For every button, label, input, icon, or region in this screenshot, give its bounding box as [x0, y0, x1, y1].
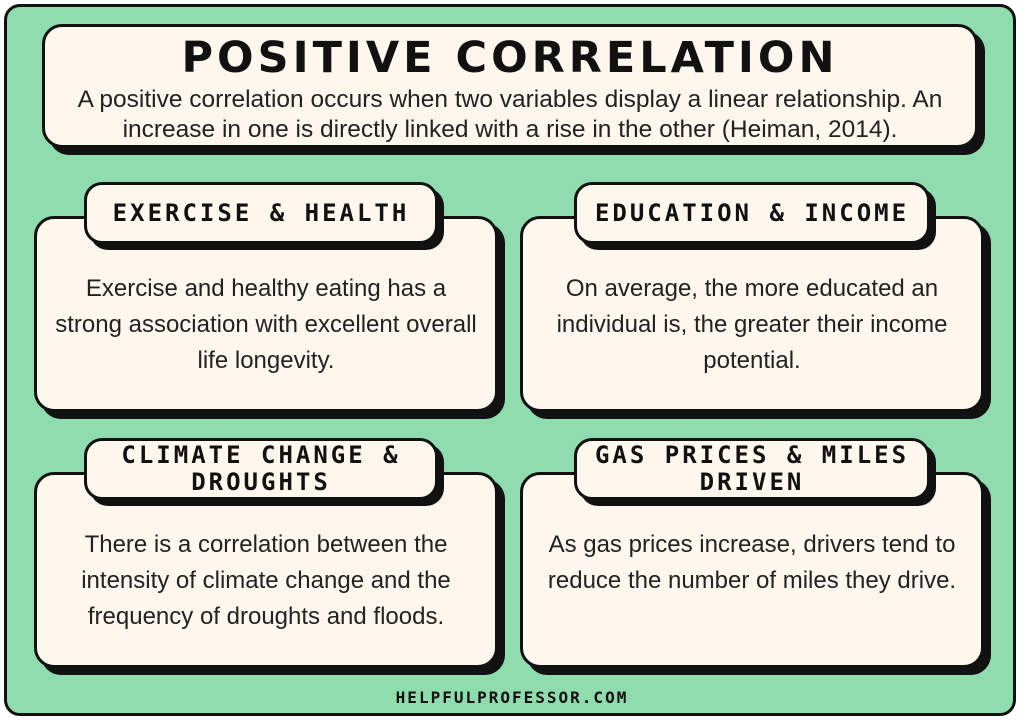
- card-title-label: GAS PRICES & MILES DRIVEN: [594, 441, 910, 496]
- card-description: Exercise and healthy eating has a strong…: [55, 275, 477, 374]
- card-exercise-health: Exercise and healthy eating has a strong…: [34, 216, 498, 412]
- card-education-income: On average, the more educated an individ…: [520, 216, 984, 412]
- card-gas-miles: As gas prices increase, drivers tend to …: [520, 472, 984, 668]
- card-description: As gas prices increase, drivers tend to …: [547, 531, 957, 594]
- header-panel: POSITIVE CORRELATION A positive correlat…: [42, 24, 978, 148]
- site-credit: HELPFULPROFESSOR.COM: [395, 688, 629, 707]
- card-title-exercise-health: EXERCISE & HEALTH: [84, 182, 438, 244]
- page-title: POSITIVE CORRELATION: [181, 33, 839, 83]
- card-title-education-income: EDUCATION & INCOME: [574, 182, 930, 244]
- card-title-label: EDUCATION & INCOME: [594, 198, 910, 227]
- card-title-gas-miles: GAS PRICES & MILES DRIVEN: [574, 438, 930, 500]
- card-description: On average, the more educated an individ…: [556, 275, 948, 374]
- card-description: There is a correlation between the inten…: [81, 531, 451, 630]
- card-climate-droughts: There is a correlation between the inten…: [34, 472, 498, 668]
- card-title-label: CLIMATE CHANGE & DROUGHTS: [121, 441, 401, 496]
- card-title-label: EXERCISE & HEALTH: [112, 198, 410, 227]
- card-title-climate-droughts: CLIMATE CHANGE & DROUGHTS: [84, 438, 438, 500]
- definition-text: A positive correlation occurs when two v…: [77, 86, 943, 143]
